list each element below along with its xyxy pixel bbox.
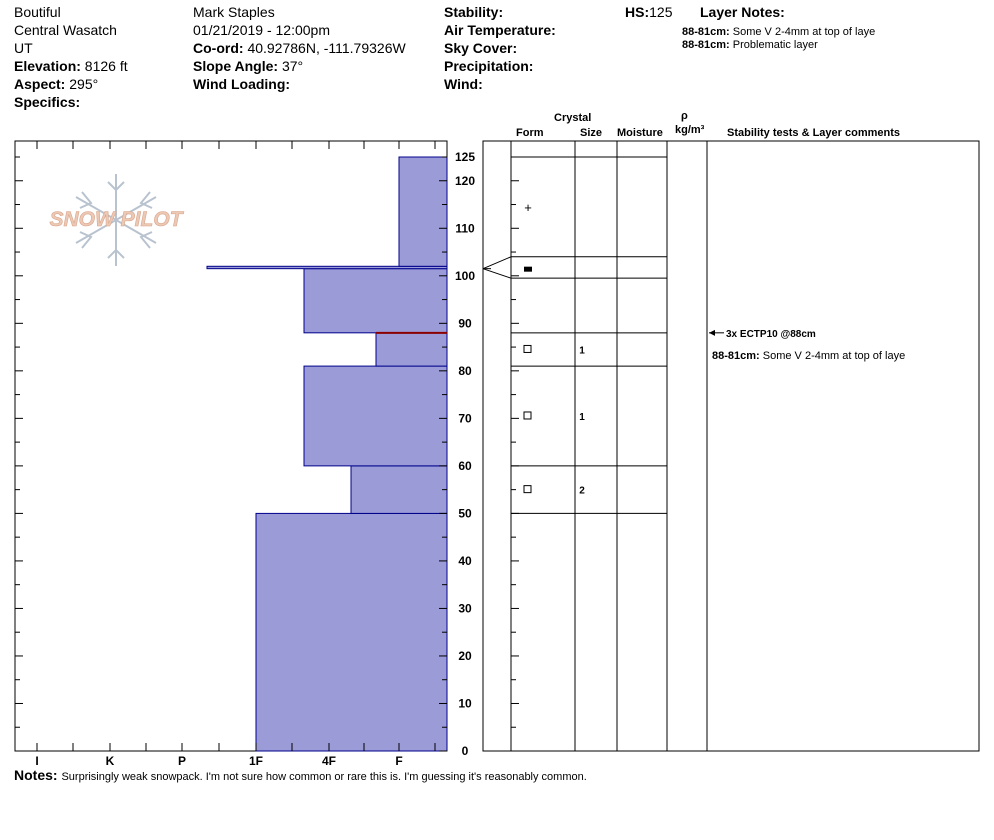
- hardness-label: F: [395, 754, 402, 768]
- elevation-label: Elevation:: [14, 58, 81, 74]
- location-name: Boutiful: [14, 4, 61, 20]
- coord-value: 40.92786N, -111.79326W: [247, 40, 406, 56]
- slope-label: Slope Angle:: [193, 58, 279, 74]
- sky-cover-label: Sky Cover:: [444, 40, 518, 56]
- crystal-header: Crystal: [554, 112, 592, 124]
- notes: Notes: Surprisingly weak snowpack. I'm n…: [14, 767, 587, 785]
- air-temperature-label: Air Temperature:: [444, 22, 556, 38]
- slope-angle: Slope Angle: 37°: [193, 58, 303, 74]
- snowpilot-logo: SNOW PILOT: [49, 174, 185, 266]
- rho-header: ρ: [681, 110, 688, 122]
- coord-label: Co-ord:: [193, 40, 244, 56]
- aspect-label: Aspect:: [14, 76, 66, 92]
- state: UT: [14, 40, 33, 56]
- grain-size-label: 1: [579, 412, 585, 423]
- height-label: 0: [462, 744, 469, 758]
- height-label: 125: [455, 150, 475, 164]
- elevation: Elevation: 8126 ft: [14, 58, 128, 74]
- hardness-bar: [206, 265, 448, 270]
- layer-comment: 88-81cm: Some V 2-4mm at top of laye: [712, 348, 905, 364]
- height-label: 20: [458, 649, 472, 663]
- hardness-label: 4F: [322, 754, 336, 768]
- arrow-head-icon: [709, 329, 715, 336]
- layer-comment-text: Some V 2-4mm at top of laye: [762, 350, 906, 362]
- logo-text: SNOW PILOT: [50, 208, 185, 231]
- moisture-header: Moisture: [617, 127, 663, 139]
- grain-size-label: 2: [579, 486, 585, 497]
- layer-note: 88-81cm: Problematic layer: [682, 37, 818, 53]
- facet-grain-icon: [523, 411, 532, 420]
- notes-label: Notes:: [14, 767, 58, 783]
- hardness-bar: [375, 332, 448, 367]
- hs-label: HS:: [625, 4, 650, 20]
- aspect: Aspect: 295°: [14, 76, 98, 92]
- height-label: 70: [458, 411, 472, 425]
- stability-tests-header: Stability tests & Layer comments: [727, 127, 901, 139]
- grain-size-label: 1: [579, 345, 585, 356]
- hardness-label: P: [178, 754, 186, 768]
- crust-connector: [482, 256, 512, 270]
- snowflake-icon: [75, 174, 157, 266]
- hardness-bar: [255, 512, 448, 752]
- layer-note: 88-81cm: Some V 2-4mm at top of laye: [682, 24, 875, 40]
- wind-loading-label: Wind Loading:: [193, 76, 291, 92]
- elevation-value: 8126 ft: [84, 58, 128, 74]
- height-label: 40: [458, 554, 472, 568]
- layer-note-text: Some V 2-4mm at top of laye: [732, 26, 876, 38]
- height-label: 80: [458, 364, 472, 378]
- grain-table-frame: [482, 140, 980, 752]
- hardness-label: I: [35, 754, 38, 768]
- mountain-range: Central Wasatch: [14, 22, 117, 38]
- wind-label: Wind:: [444, 76, 483, 92]
- layer-note-range: 88-81cm:: [682, 26, 730, 38]
- height-label: 120: [455, 174, 475, 188]
- hardness-bar: [303, 268, 448, 334]
- hardness-label: K: [106, 754, 115, 768]
- hardness-bar: [398, 156, 448, 267]
- hs-value: 125: [649, 4, 673, 20]
- height-label: 100: [455, 269, 475, 283]
- density-unit-header: kg/m³: [675, 124, 705, 136]
- coordinates: Co-ord: 40.92786N, -111.79326W: [193, 40, 406, 56]
- stability-label: Stability:: [444, 4, 504, 20]
- layer-note-range: 88-81cm:: [682, 39, 730, 51]
- hs: HS:125: [625, 4, 672, 20]
- hardness-label: 1F: [249, 754, 263, 768]
- height-label: 60: [458, 459, 472, 473]
- height-label: 30: [458, 601, 472, 615]
- height-label: 110: [455, 221, 475, 235]
- precipitation-label: Precipitation:: [444, 58, 534, 74]
- form-header: Form: [516, 127, 544, 139]
- height-label: 90: [458, 316, 472, 330]
- stability-test-result: 3x ECTP10 @88cm: [726, 329, 816, 340]
- height-label: 50: [458, 506, 472, 520]
- crust-grain-icon: [524, 266, 532, 272]
- facet-grain-icon: [523, 485, 532, 494]
- slope-value: 37°: [281, 58, 304, 74]
- new-snow-grain-icon: +: [524, 200, 532, 215]
- hardness-bar: [350, 465, 448, 514]
- hardness-bar: [303, 365, 448, 467]
- size-header: Size: [580, 127, 603, 139]
- crust-connector: [482, 268, 512, 279]
- notes-text: Surprisingly weak snowpack. I'm not sure…: [61, 771, 587, 783]
- observer-name: Mark Staples: [193, 4, 275, 20]
- facet-grain-icon: [523, 344, 532, 353]
- layer-notes-label: Layer Notes:: [700, 4, 785, 20]
- aspect-value: 295°: [69, 76, 99, 92]
- height-label: 10: [458, 696, 472, 710]
- layer-comment-range: 88-81cm:: [712, 350, 760, 362]
- observation-datetime: 01/21/2019 - 12:00pm: [193, 22, 330, 38]
- layer-note-text: Problematic layer: [732, 39, 818, 51]
- specifics-label: Specifics:: [14, 94, 81, 110]
